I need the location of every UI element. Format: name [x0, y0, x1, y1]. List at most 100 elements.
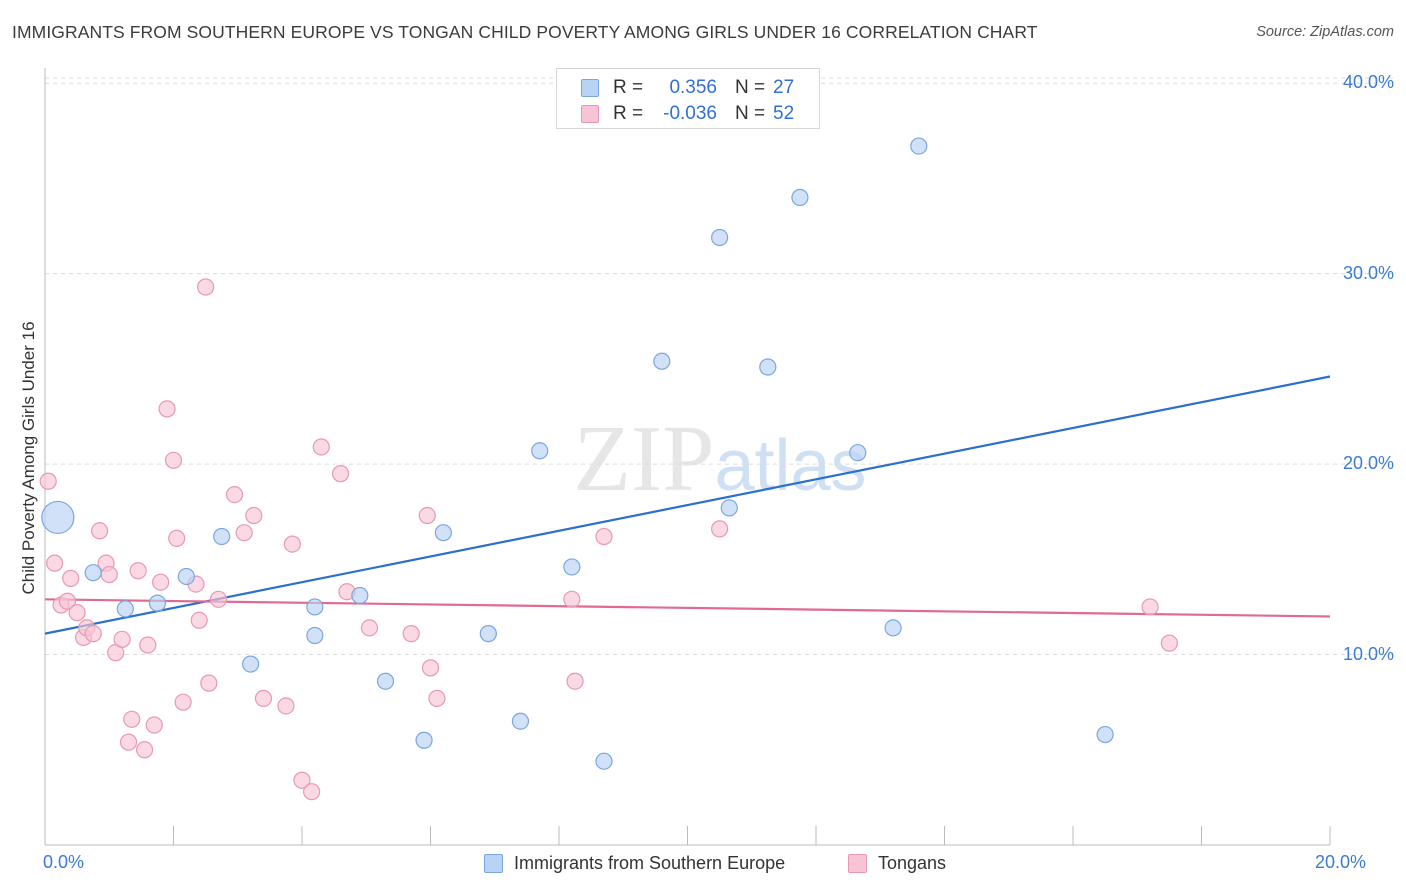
legend-n-value: 52 [773, 103, 795, 124]
point-tongans [39, 472, 57, 490]
gridlines [45, 77, 1395, 656]
point-tongans [235, 524, 253, 542]
point-tongans [1141, 598, 1159, 616]
legend-swatch-blue [581, 79, 599, 97]
y-tick-label: 10.0% [1342, 643, 1394, 664]
legend-swatch-pink [848, 854, 867, 873]
point-tongans [84, 625, 102, 643]
point-tongans [360, 619, 379, 637]
point-southern-europe [306, 598, 324, 616]
point-tongans [91, 522, 109, 540]
point-tongans [119, 733, 138, 751]
y-tick-label: 30.0% [1342, 262, 1394, 283]
point-southern-europe [563, 558, 581, 576]
point-tongans [421, 659, 440, 677]
point-southern-europe [759, 358, 777, 376]
point-tongans [152, 573, 170, 591]
point-southern-europe [116, 600, 134, 618]
point-tongans [135, 741, 154, 759]
legend-r-value: 0.356 [669, 77, 717, 98]
point-tongans [145, 716, 163, 734]
legend-r-label: R = [613, 103, 644, 124]
point-tongans [100, 565, 118, 584]
legend-row-southern-europe: R = 0.356 N = 27 [557, 75, 819, 101]
legend-r-value: -0.036 [663, 103, 717, 124]
point-tongans [139, 636, 157, 654]
point-southern-europe [41, 500, 75, 535]
point-tongans [595, 527, 613, 546]
point-southern-europe [884, 619, 902, 637]
point-tongans [303, 783, 321, 801]
series-legend: Immigrants from Southern Europe Tongans [0, 852, 1406, 878]
legend-label: Immigrants from Southern Europe [514, 853, 786, 873]
point-southern-europe [177, 567, 195, 586]
point-tongans [168, 529, 186, 547]
point-tongans [46, 554, 64, 572]
point-tongans [158, 400, 176, 418]
point-southern-europe [849, 444, 867, 462]
point-tongans [58, 592, 77, 610]
point-tongans [566, 672, 584, 690]
point-tongans [62, 569, 80, 587]
point-tongans [225, 485, 244, 504]
x-tick-label: 0.0% [43, 852, 85, 872]
legend-n-value: 27 [773, 77, 795, 98]
point-southern-europe [351, 586, 369, 605]
point-tongans [123, 710, 141, 728]
chart-title: IMMIGRANTS FROM SOUTHERN EUROPE VS TONGA… [12, 22, 1038, 42]
point-tongans [331, 465, 350, 483]
y-tick-label: 20.0% [1342, 453, 1394, 474]
point-tongans [418, 506, 436, 525]
point-southern-europe [595, 752, 613, 770]
point-southern-europe [711, 228, 729, 247]
point-tongans [563, 590, 581, 608]
point-tongans [174, 693, 192, 711]
x-tick-label: 20.0% [1314, 852, 1366, 872]
point-tongans [277, 697, 295, 715]
point-southern-europe [720, 499, 738, 517]
point-southern-europe [213, 527, 231, 546]
axes [44, 68, 1331, 846]
point-tongans [197, 278, 215, 296]
point-tongans [164, 451, 183, 469]
point-tongans [711, 520, 729, 538]
point-tongans [254, 689, 273, 707]
point-tongans [200, 674, 218, 692]
point-southern-europe [653, 352, 671, 370]
source-label: Source: ZipAtlas.com [1256, 24, 1394, 40]
point-southern-europe [376, 672, 395, 690]
point-southern-europe [434, 524, 452, 542]
point-southern-europe [1096, 725, 1114, 744]
point-southern-europe [791, 188, 809, 207]
data-points [39, 137, 1178, 801]
point-southern-europe [479, 625, 497, 643]
point-southern-europe [415, 731, 433, 749]
legend-n-label: N = [735, 103, 766, 124]
y-tick-label: 40.0% [1342, 72, 1394, 93]
point-southern-europe [242, 655, 260, 673]
trendline-southern-europe [44, 375, 1331, 635]
point-southern-europe [148, 594, 167, 612]
legend-label: Tongans [878, 853, 947, 873]
point-tongans [129, 562, 147, 580]
y-axis-label: Child Poverty Among Girls Under 16 [19, 321, 38, 595]
legend-swatch-blue [484, 854, 503, 873]
point-tongans [68, 604, 86, 622]
point-tongans [1160, 634, 1178, 652]
point-tongans [293, 771, 311, 789]
point-southern-europe [306, 626, 324, 645]
point-tongans [428, 689, 446, 707]
point-southern-europe [910, 137, 928, 155]
point-southern-europe [84, 564, 102, 582]
watermark: ZIPatlas [573, 407, 866, 511]
point-tongans [113, 630, 131, 648]
correlation-legend: R = 0.356 N = 27 R = -0.036 N = 52 [556, 68, 820, 129]
trendlines [44, 375, 1331, 635]
point-tongans [402, 625, 420, 643]
point-tongans [312, 438, 330, 456]
point-tongans [283, 535, 301, 553]
point-southern-europe [511, 712, 530, 730]
trendline-tongans [44, 598, 1331, 618]
point-tongans [245, 506, 263, 525]
